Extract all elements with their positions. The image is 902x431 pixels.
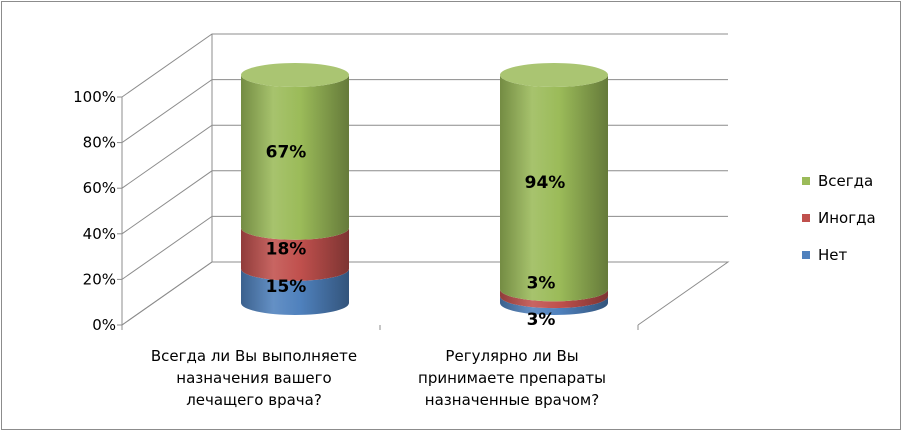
legend: Всегда Иногда Нет: [802, 172, 876, 264]
bar-segment-Иногда: [500, 289, 608, 309]
gridline: [121, 215, 728, 280]
gridlines: [121, 33, 728, 326]
cylinder-2: [500, 63, 608, 315]
cylinder-1: [241, 63, 349, 315]
gridline: [121, 124, 728, 189]
legend-label: Всегда: [818, 172, 873, 190]
data-label: 94%: [525, 173, 566, 193]
y-tick-label: 100%: [73, 88, 116, 106]
category-label: Регулярно ли Вы принимаете препараты назна…: [418, 347, 606, 409]
data-label: 3%: [527, 273, 556, 293]
data-labels: 15% 18% 67% 3% 3% 94%: [266, 142, 566, 330]
gridline: [121, 79, 728, 144]
legend-swatch: [802, 251, 810, 259]
bar-segment-Всегда: [241, 75, 349, 240]
y-tick-label: 80%: [83, 134, 116, 152]
legend-swatch: [802, 214, 810, 222]
legend-label: Нет: [818, 246, 848, 264]
bar-segment-Иногда: [241, 227, 349, 281]
y-tick-label: 40%: [83, 225, 116, 243]
bars: [241, 63, 608, 315]
bar-segment-Всегда: [500, 75, 608, 302]
cylinder-top-cap: [500, 63, 608, 87]
chart-walls: [121, 34, 730, 326]
gridline: [121, 170, 728, 235]
data-label: 18%: [266, 239, 307, 259]
legend-label: Иногда: [818, 209, 876, 227]
floor: [121, 261, 730, 326]
cylinder-top-cap: [241, 63, 349, 87]
data-label: 3%: [527, 310, 556, 330]
bar-segment-Нет: [500, 296, 608, 315]
y-tick-label: 0%: [92, 316, 116, 334]
gridline: [121, 261, 728, 326]
gridline: [121, 33, 728, 98]
y-tick-label: 60%: [83, 179, 116, 197]
y-axis-ticks: 0% 20% 40% 60% 80% 100%: [73, 88, 639, 334]
y-tick-label: 20%: [83, 270, 116, 288]
data-label: 67%: [266, 142, 307, 162]
category-label: Всегда ли Вы выполняете назначения вашего…: [151, 347, 357, 409]
category-labels: Всегда ли Вы выполняете назначения вашего…: [151, 347, 606, 409]
data-label: 15%: [266, 277, 307, 297]
legend-swatch: [802, 177, 810, 185]
bar-segment-Нет: [241, 268, 349, 315]
